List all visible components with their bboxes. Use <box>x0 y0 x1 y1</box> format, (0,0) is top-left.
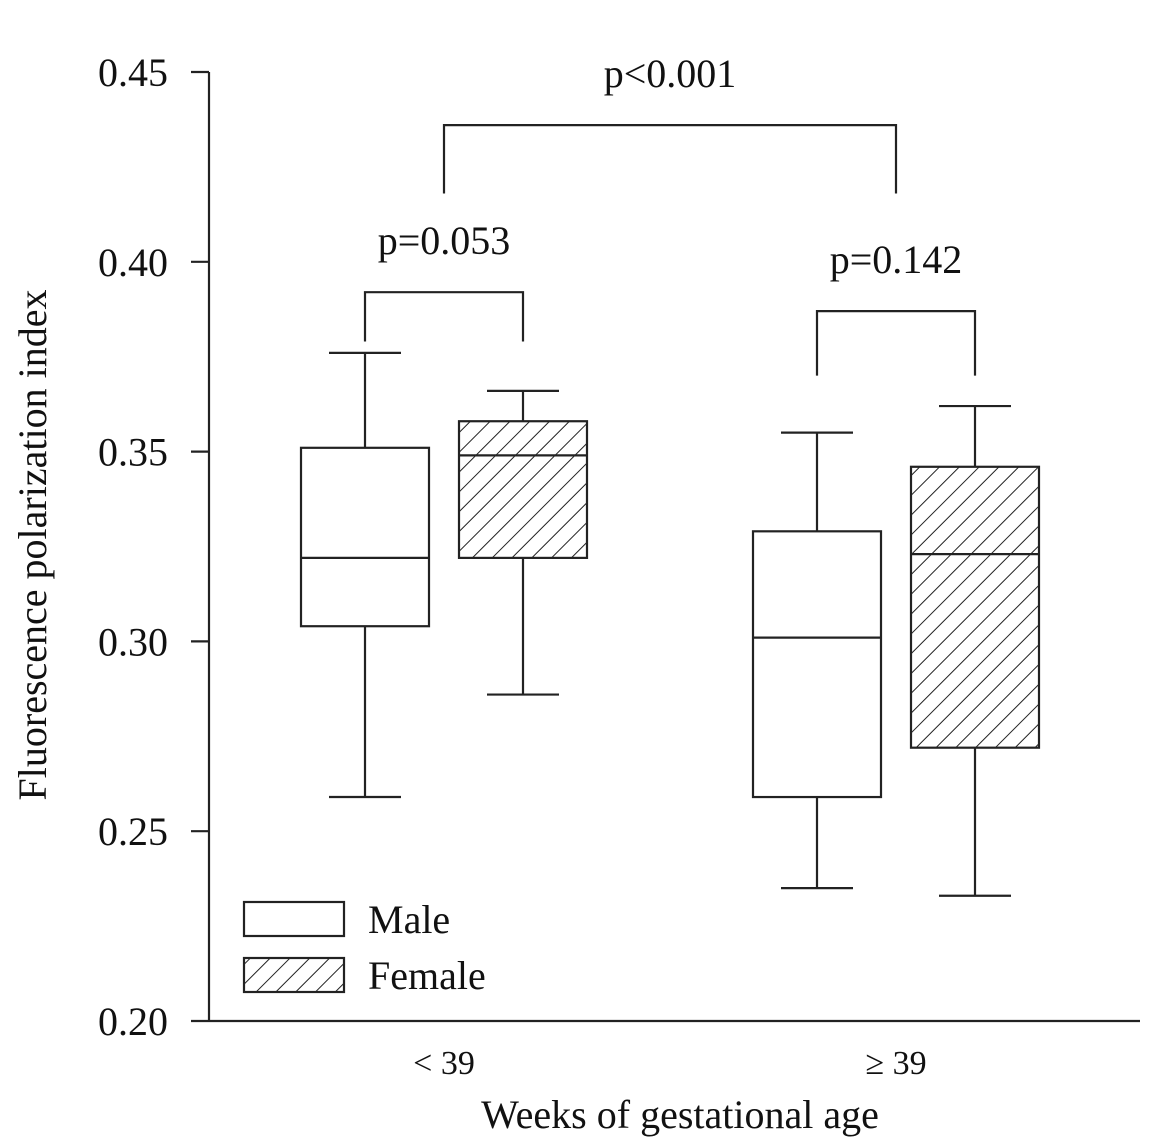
y-tick-label: 0.25 <box>98 809 168 854</box>
legend-label-male: Male <box>368 897 450 942</box>
y-tick-label: 0.45 <box>98 50 168 95</box>
box-iqr <box>751 530 883 799</box>
bracket-line <box>815 310 977 376</box>
box-male-1 <box>751 431 883 890</box>
box-iqr <box>457 420 589 559</box>
y-tick-label: 0.20 <box>98 999 168 1044</box>
box-iqr <box>299 446 431 628</box>
y-tick-label: 0.40 <box>98 240 168 285</box>
p-value-label: p=0.053 <box>378 218 511 263</box>
x-tick-label: < 39 <box>413 1045 475 1082</box>
significance-bracket: p=0.142 <box>815 237 977 376</box>
x-tick-label: ≥ 39 <box>865 1045 926 1082</box>
legend-swatch-female <box>242 956 346 994</box>
boxes <box>299 351 1041 897</box>
bracket-line <box>363 291 525 342</box>
box-male-0 <box>299 351 431 799</box>
y-axis-title: Fluorescence polarization index <box>10 290 55 801</box>
significance-bracket: p<0.001 <box>442 51 898 194</box>
x-axis-title: Weeks of gestational age <box>481 1092 879 1137</box>
p-value-label: p=0.142 <box>830 237 963 282</box>
box-iqr <box>909 465 1041 749</box>
y-tick-label: 0.35 <box>98 430 168 475</box>
y-tick-label: 0.30 <box>98 619 168 664</box>
box-female-1 <box>909 404 1041 897</box>
bracket-line <box>442 124 898 194</box>
axes: 0.20 0.25 0.30 0.35 0.40 0.45 < 39 ≥ 39 <box>98 50 1140 1082</box>
legend-label-female: Female <box>368 953 486 998</box>
p-value-label: p<0.001 <box>604 51 737 96</box>
box-female-0 <box>457 389 589 696</box>
legend: Male Female <box>242 897 486 998</box>
significance-bracket: p=0.053 <box>363 218 525 342</box>
legend-swatch-male <box>242 900 346 938</box>
significance-annotations: p=0.053 p=0.142 p<0.001 <box>363 51 977 376</box>
